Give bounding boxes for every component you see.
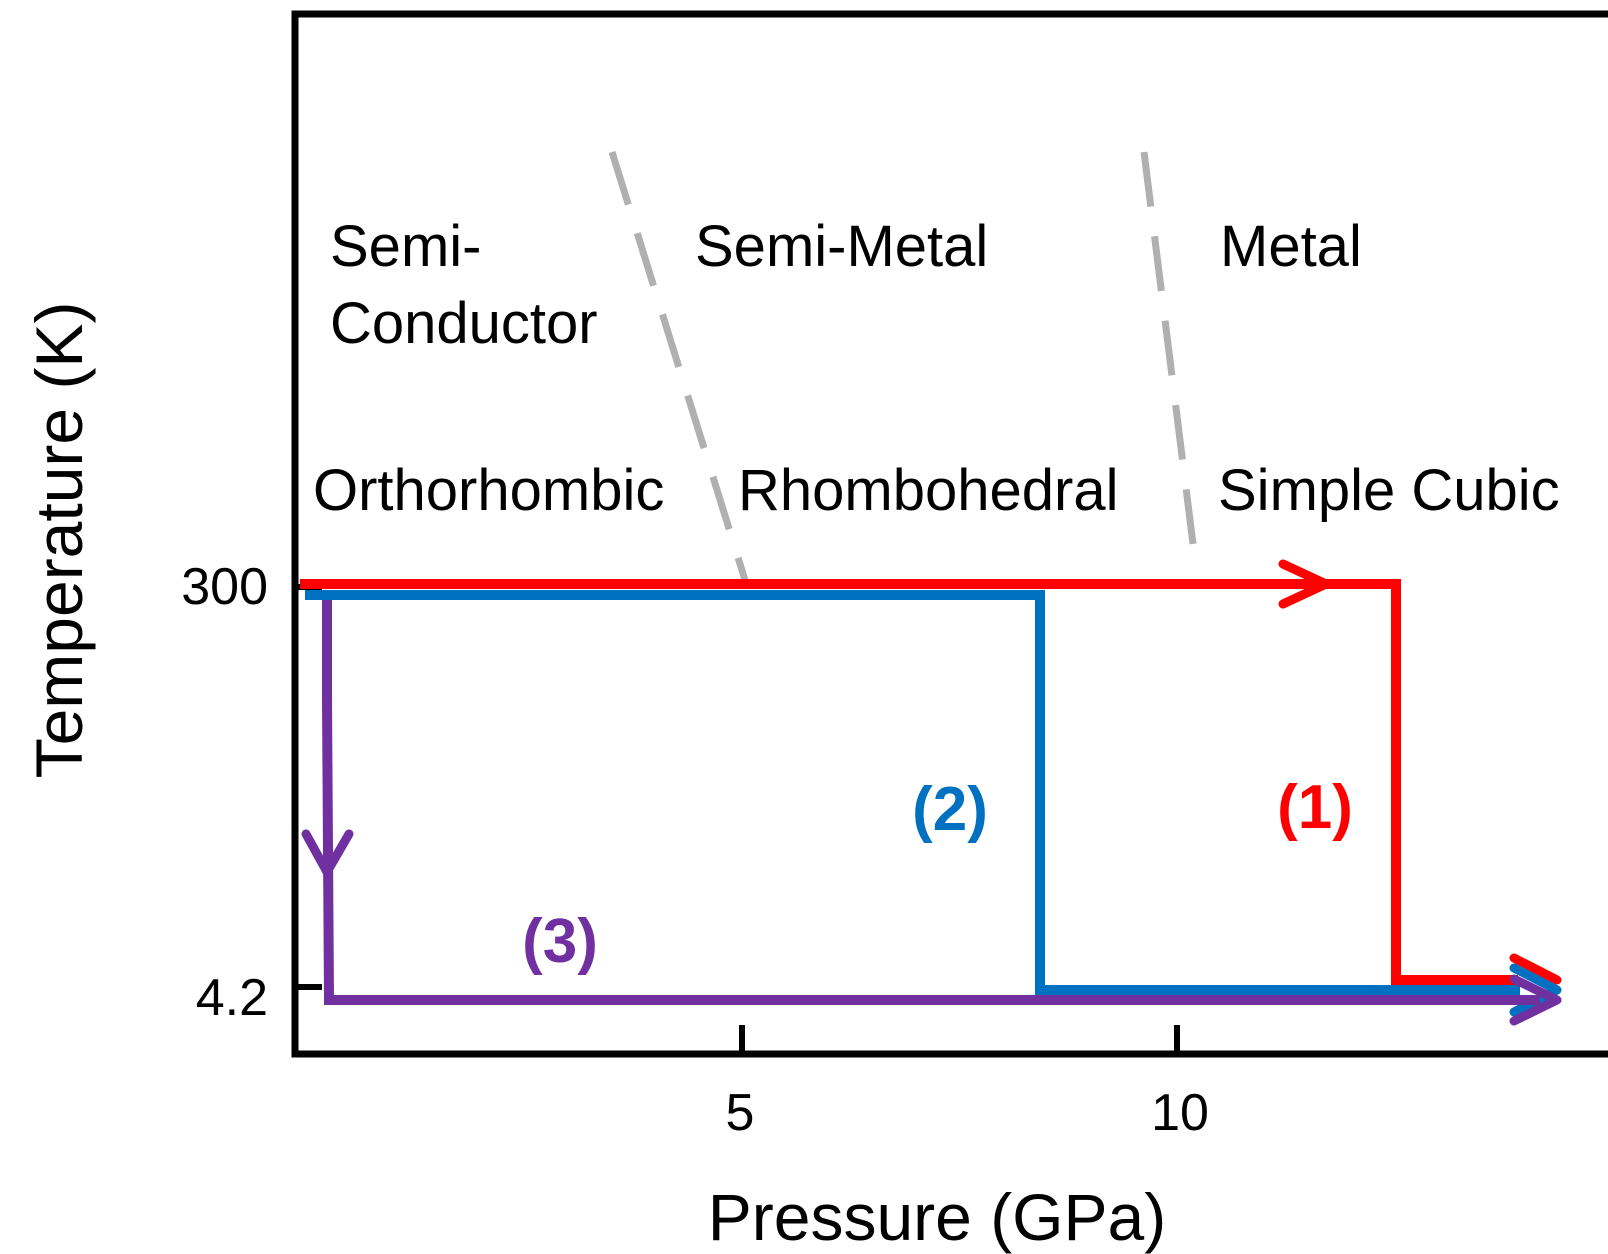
path-3-line — [322, 600, 1540, 1005]
x-axis-title: Pressure (GPa) — [708, 1180, 1166, 1254]
path-1-midarrow — [1278, 559, 1331, 609]
label-rhombohedral: Rhombohedral — [738, 458, 1118, 523]
y-tick-label-4.2: 4.2 — [196, 969, 268, 1027]
x-tick-label-10: 10 — [1151, 1084, 1209, 1142]
path-1-line — [300, 579, 1518, 985]
y-axis-title: Temperature (K) — [22, 302, 96, 779]
label-semiconductor-line1: Semi- — [330, 214, 481, 279]
label-orthorhombic: Orthorhombic — [313, 458, 664, 523]
label-semiconductor-line2: Conductor — [330, 291, 598, 356]
boundary-semiconductor-semimetal — [608, 150, 749, 582]
path-3-endarrow — [1509, 974, 1562, 1026]
path-2-line — [305, 590, 1520, 995]
path-3-downarrow — [301, 829, 354, 877]
label-metal: Metal — [1220, 214, 1362, 279]
path-1-endarrow — [1509, 953, 1562, 985]
x-tick-label-5: 5 — [726, 1084, 755, 1142]
label-semimetal: Semi-Metal — [695, 214, 988, 279]
path-1-label: (1) — [1277, 773, 1353, 842]
path-2-label: (2) — [912, 775, 988, 844]
plot-frame — [291, 10, 1608, 1058]
y-tick-label-300: 300 — [181, 558, 268, 616]
label-simple-cubic: Simple Cubic — [1218, 458, 1560, 523]
boundary-semimetal-metal — [1140, 151, 1200, 569]
path-3-label: (3) — [522, 907, 598, 976]
